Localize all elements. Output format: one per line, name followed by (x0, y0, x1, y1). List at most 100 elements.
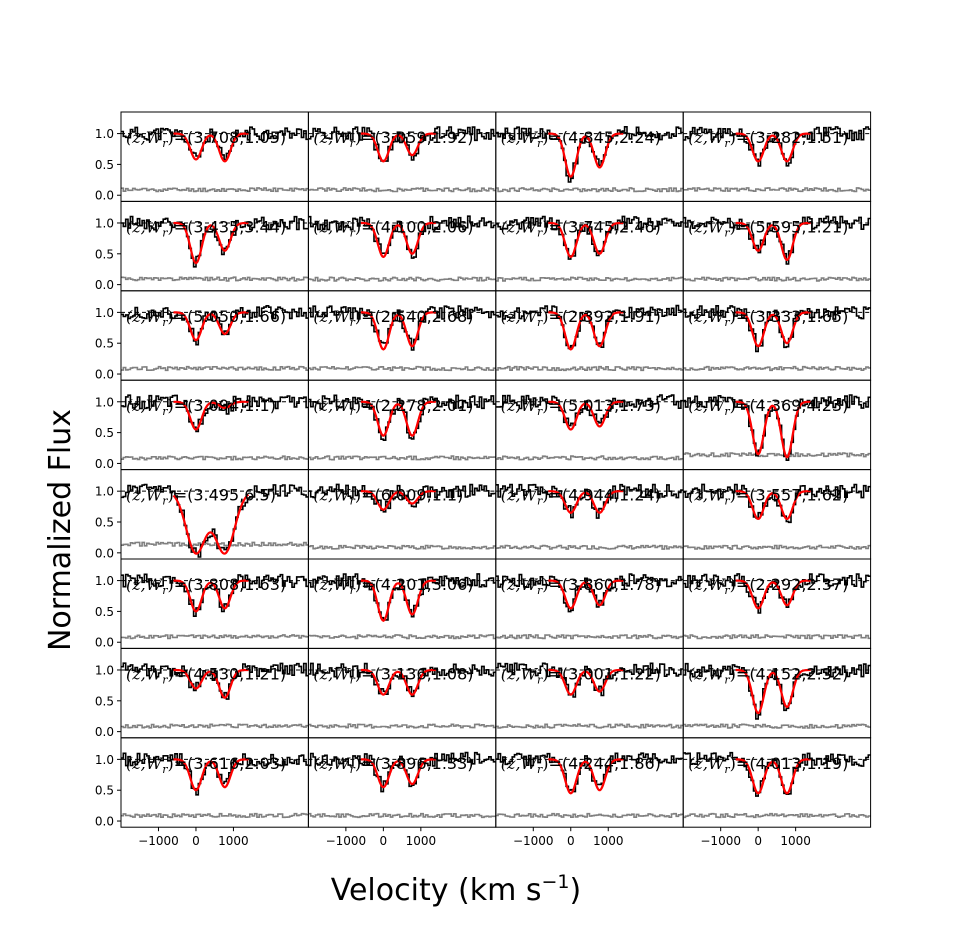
panel-label-vars: (z,W (688, 486, 726, 505)
error-spectrum (683, 634, 871, 640)
panel-label-close: ) (730, 754, 736, 773)
x-tick-label: 0 (192, 834, 200, 848)
panel-label-subscript: r (724, 226, 730, 239)
panel-label-value: =(4.100,2.06) (361, 217, 473, 236)
flux-spectrum (121, 662, 309, 700)
panel-label-value: =(3.059,1.92) (361, 128, 473, 147)
panel-label-subscript: r (162, 673, 168, 686)
panel-label: (z,Wr)=(4.100,2.06) (313, 217, 473, 239)
x-tick-label: −1000 (138, 834, 179, 848)
flux-spectrum (495, 662, 684, 698)
panel-frame (120, 647, 309, 739)
panel-label-value: =(3.557,1.62) (736, 486, 848, 505)
panel-label-close: ) (542, 128, 548, 147)
panel-label-subscript: r (537, 137, 543, 150)
model-fit-line (548, 668, 624, 696)
flux-spectrum (683, 483, 871, 524)
x-axis-label-exponent: −1 (541, 871, 569, 893)
y-tick-label: 0.0 (95, 725, 114, 739)
panel-label-vars: (z,W (313, 664, 351, 683)
panel: (z,Wr)=(6.009,1.1) (307, 469, 497, 560)
flux-spectrum (683, 305, 871, 353)
panel-label-close: ) (167, 396, 173, 415)
panel-label-vars: (z,W (126, 486, 164, 505)
model-fit-line (360, 490, 436, 511)
y-tick-label: 0.5 (95, 426, 114, 440)
y-tick-label: 0.5 (95, 516, 114, 530)
panel-label-close: ) (542, 575, 548, 594)
panel-label-vars: (z,W (688, 128, 726, 147)
panel-label-close: ) (167, 575, 173, 594)
x-tick-label: 0 (567, 834, 575, 848)
panel-label: (z,Wr)=(2.540,2.68) (313, 307, 473, 329)
panel-label-close: ) (167, 128, 173, 147)
panel-label-close: ) (355, 575, 361, 594)
panel-label: (z,Wr)=(3.495,6.5) (126, 486, 276, 508)
panel-label: (z,Wr)=(3.136,1.08) (313, 664, 473, 686)
panel-label-close: ) (355, 754, 361, 773)
panel-label-value: =(3.708,1.05) (174, 128, 286, 147)
panel: (z,Wr)=(3.896,1.33) −1000 0 1000 (307, 737, 497, 848)
error-spectrum (495, 276, 684, 282)
error-spectrum (495, 455, 684, 461)
panel-label: (z,Wr)=(3.059,1.92) (313, 128, 473, 150)
panel-label-vars: (z,W (501, 396, 539, 415)
panel-label-close: ) (730, 664, 736, 683)
panel: (z,Wr)=(3.059,1.92) (307, 111, 497, 202)
panel-frame (682, 111, 872, 202)
panel-label-value: =(3.136,1.08) (361, 664, 473, 683)
panel-label-close: ) (167, 307, 173, 326)
panel-label-vars: (z,W (313, 307, 351, 326)
panel-label-vars: (z,W (688, 754, 726, 773)
panel-label-vars: (z,W (126, 575, 164, 594)
y-tick-label: 1.0 (95, 663, 114, 677)
panel-label-value: =(4.013,1.19) (736, 754, 848, 773)
panel-label-subscript: r (350, 226, 356, 239)
x-tick-label: 1000 (780, 834, 811, 848)
panel-label: (z,Wr)=(4.152,2.32) (688, 664, 848, 686)
error-spectrum (495, 187, 684, 193)
panel-label: (z,Wr)=(3.860,1.78) (501, 575, 661, 597)
x-tick-label: 0 (754, 834, 762, 848)
panel-label-subscript: r (350, 495, 356, 508)
error-spectrum (495, 365, 684, 372)
panel-label-close: ) (542, 754, 548, 773)
flux-spectrum (121, 215, 309, 268)
panel-label: (z,Wr)=(3.001,1.22) (501, 664, 661, 686)
model-fit-line (735, 221, 811, 261)
panel-frame (682, 290, 872, 381)
model-fit-line (173, 668, 249, 699)
panel-label: (z,Wr)=(4.845,2.24) (501, 128, 661, 150)
panel-label-value: =(3.808,1.63) (174, 575, 286, 594)
panel-label-value: =(5.595,1.21) (736, 217, 848, 236)
panel: (z,Wr)=(4.530,1.21) 1.0 0.5 0.0 (95, 647, 309, 739)
y-tick-label: 1.0 (95, 395, 114, 409)
y-tick-label: 1.0 (95, 306, 114, 320)
panel-grid: (z,Wr)=(3.708,1.05)1.00.50.0(z,Wr)=(3.05… (95, 111, 872, 848)
panel-label: (z,Wr)=(2.292,2.37) (688, 575, 848, 597)
panel-label-value: =(3.896,1.33) (361, 754, 473, 773)
panel-label-value: =(5.050,1.66) (174, 307, 286, 326)
x-axis-label-close: ) (570, 873, 582, 908)
y-tick-label: 0.0 (95, 368, 114, 382)
panel-label-value: =(3.745,2.46) (549, 217, 661, 236)
panel-label-value: =(3.333,1.65) (736, 307, 848, 326)
model-fit-line (548, 758, 624, 795)
panel-label: (z,Wr)=(3.745,2.46) (501, 217, 661, 239)
panel-label-close: ) (355, 396, 361, 415)
panel-label-subscript: r (350, 405, 356, 418)
panel: (z,Wr)=(4.244,1.86) −1000 0 1000 (495, 737, 684, 848)
panel: (z,Wr)=(5.013,1.73) (495, 379, 684, 471)
panel: (z,Wr)=(3.333,1.65) (682, 290, 872, 381)
panel: (z,Wr)=(3.708,1.05) 1.0 0.5 0.0 (95, 111, 309, 203)
y-tick-label: 1.0 (95, 485, 114, 499)
error-spectrum (683, 187, 871, 193)
panel-label-subscript: r (537, 584, 543, 597)
flux-spectrum (683, 126, 871, 167)
panel-label-value: =(3.282,1.51) (736, 128, 848, 147)
x-tick-label: 0 (380, 834, 388, 848)
panel-label: (z,Wr)=(4.244,1.86) (501, 754, 661, 776)
panel: (z,Wr)=(3.616,2.03) 1.0 0.5 0.0 −1000 0 1000 (95, 737, 309, 848)
panel-label-value: =(2.278,2.01) (361, 396, 473, 415)
panel-label-vars: (z,W (126, 664, 164, 683)
